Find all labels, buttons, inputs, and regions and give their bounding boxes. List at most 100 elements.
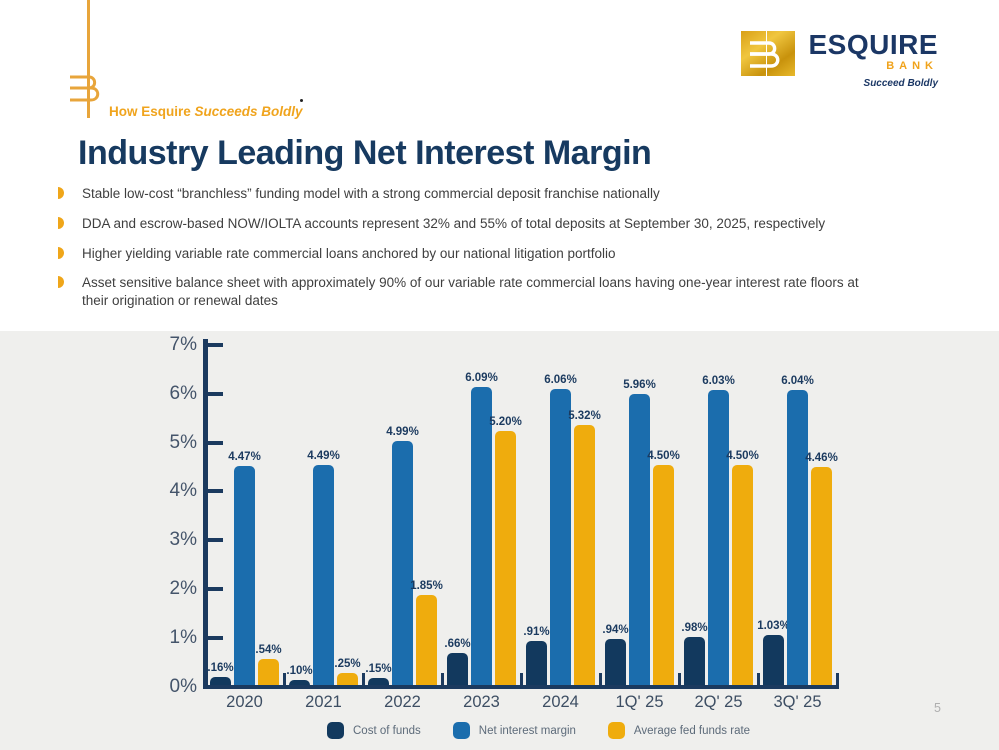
bar-average-fed-funds-rate: .54% — [255, 644, 282, 685]
y-axis-tick-label: 5% — [169, 431, 197, 453]
bar-average-fed-funds-rate: 4.50% — [647, 450, 680, 685]
y-axis-tick-label: 3% — [169, 529, 197, 551]
x-axis-line — [203, 685, 839, 689]
bar-value-label: 4.50% — [726, 450, 759, 462]
bar-average-fed-funds-rate: .25% — [334, 658, 361, 685]
legend-item: Cost of funds — [327, 722, 421, 739]
bar-net-interest-margin: 4.47% — [228, 451, 261, 685]
bar-group: .15% 4.99% 1.85% — [363, 385, 443, 685]
logo-wordmark: ESQUIRE — [808, 29, 938, 60]
bar-group: 1.03% 6.04% 4.46% — [757, 375, 838, 685]
bar-value-label: .91% — [523, 626, 550, 638]
eb-ligature-icon — [750, 40, 780, 68]
logo-bank-label: BANK — [886, 60, 938, 72]
x-axis-tick — [756, 673, 760, 685]
bar-net-interest-margin: 4.99% — [386, 426, 419, 685]
legend-swatch — [607, 722, 625, 739]
y-axis-tick — [206, 440, 223, 445]
bar-value-label: 5.96% — [623, 379, 656, 391]
legend-swatch — [452, 722, 470, 739]
bar-group: .10% 4.49% .25% — [284, 385, 363, 685]
bar-value-label: 6.09% — [465, 372, 498, 384]
bullet-icon — [58, 276, 64, 289]
page-number: 5 — [934, 701, 941, 715]
bar-net-interest-margin: 4.49% — [307, 450, 340, 685]
logo-text: ESQUIRE BANK Succeed Boldly — [806, 31, 938, 89]
bar-value-label: .66% — [444, 638, 471, 650]
bar-cost-of-funds: .94% — [602, 624, 629, 685]
bullet-item: DDA and escrow-based NOW/IOLTA accounts … — [58, 215, 888, 233]
esquire-logo-mark-icon — [741, 31, 795, 76]
bar-group: .66% 6.09% 5.20% — [442, 372, 522, 685]
chart-legend: Cost of funds Net interest margin Average … — [327, 722, 750, 739]
tagline-prefix: How Esquire — [109, 104, 195, 119]
bullet-icon — [58, 216, 64, 229]
y-axis-tick — [206, 391, 223, 396]
x-axis-category-label: 2024 — [542, 693, 579, 711]
bullet-list: Stable low-cost “branchless” funding mod… — [58, 185, 888, 322]
bullet-item: Stable low-cost “branchless” funding mod… — [58, 185, 888, 203]
logo-divider — [765, 31, 768, 76]
x-axis-tick — [677, 673, 681, 685]
bullet-text: Higher yielding variable rate commercial… — [82, 245, 616, 261]
y-axis-tick-label: 4% — [169, 480, 197, 502]
legend-item: Average fed funds rate — [607, 722, 751, 739]
bar-value-label: .15% — [365, 663, 392, 675]
bullet-item: Asset sensitive balance sheet with appro… — [58, 274, 888, 310]
y-axis-tick-label: 1% — [169, 627, 197, 649]
y-axis-tick-label: 0% — [169, 676, 197, 697]
x-axis-category-label: 1Q' 25 — [615, 693, 664, 711]
bar-group: .16% 4.47% .54% — [205, 385, 284, 685]
bar-value-label: 6.04% — [781, 375, 814, 387]
x-axis-tick — [835, 673, 839, 685]
y-axis-tick — [206, 489, 223, 494]
bar-value-label: 5.32% — [568, 410, 601, 422]
bar-cost-of-funds: .10% — [286, 665, 313, 685]
bar-group: .94% 5.96% 4.50% — [600, 379, 680, 685]
bar-value-label: .98% — [681, 622, 708, 634]
bar-value-label: 6.03% — [702, 375, 735, 387]
brand-accent-line — [87, 0, 90, 118]
bar-value-label: .25% — [334, 658, 361, 670]
x-axis-tick — [519, 673, 523, 685]
legend-swatch — [327, 722, 344, 739]
x-axis-tick — [361, 673, 365, 685]
x-axis-category-label: 2023 — [463, 693, 500, 711]
bar-value-label: 4.50% — [647, 450, 680, 462]
bar-cost-of-funds: .98% — [681, 622, 708, 685]
bullet-icon — [58, 187, 64, 199]
logo-tagline: Succeed Boldly — [863, 78, 938, 89]
bullet-icon — [58, 246, 64, 259]
bar-value-label: .10% — [286, 665, 313, 677]
esquire-bank-logo: ESQUIRE BANK Succeed Boldly — [741, 31, 938, 89]
stray-dot — [300, 99, 303, 102]
bar-cost-of-funds: .15% — [365, 663, 392, 685]
legend-item: Net interest margin — [452, 722, 576, 739]
y-axis-tick-label: 6% — [169, 382, 197, 404]
x-axis-category-label: 2021 — [305, 693, 342, 711]
legend-label: Net interest margin — [478, 724, 576, 737]
bar-net-interest-margin: 5.96% — [623, 379, 656, 685]
page-title: Industry Leading Net Interest Margin — [78, 134, 652, 172]
chart-panel: 0% 1% 2% 3% 4% 5% 6% 7% .16% 4.47% .54% .10% 4.49%.… — [0, 331, 999, 750]
bar-value-label: 5.20% — [489, 416, 522, 428]
esquire-monogram-icon — [70, 75, 100, 102]
bar-average-fed-funds-rate: 5.20% — [489, 416, 522, 685]
x-axis-category-label: 3Q' 25 — [773, 693, 822, 711]
bullet-item: Higher yielding variable rate commercial… — [58, 245, 888, 263]
legend-label: Average fed funds rate — [633, 724, 751, 737]
bar-value-label: .54% — [255, 644, 282, 656]
bar-net-interest-margin: 6.09% — [465, 372, 498, 685]
tagline-emphasis: Succeeds Boldly — [194, 104, 303, 119]
y-axis-line — [203, 339, 208, 689]
y-axis-tick — [206, 538, 223, 543]
bar-value-label: .16% — [207, 662, 234, 674]
bar-average-fed-funds-rate: 4.50% — [726, 450, 759, 685]
bar-group: .91% 6.06% 5.32% — [521, 374, 601, 685]
bar-net-interest-margin: 6.03% — [702, 375, 735, 685]
y-axis-tick-label: 7% — [169, 333, 197, 355]
section-tagline: How Esquire Succeeds Boldly — [109, 104, 303, 119]
y-axis-tick — [206, 342, 223, 347]
x-axis-tick — [598, 673, 602, 685]
